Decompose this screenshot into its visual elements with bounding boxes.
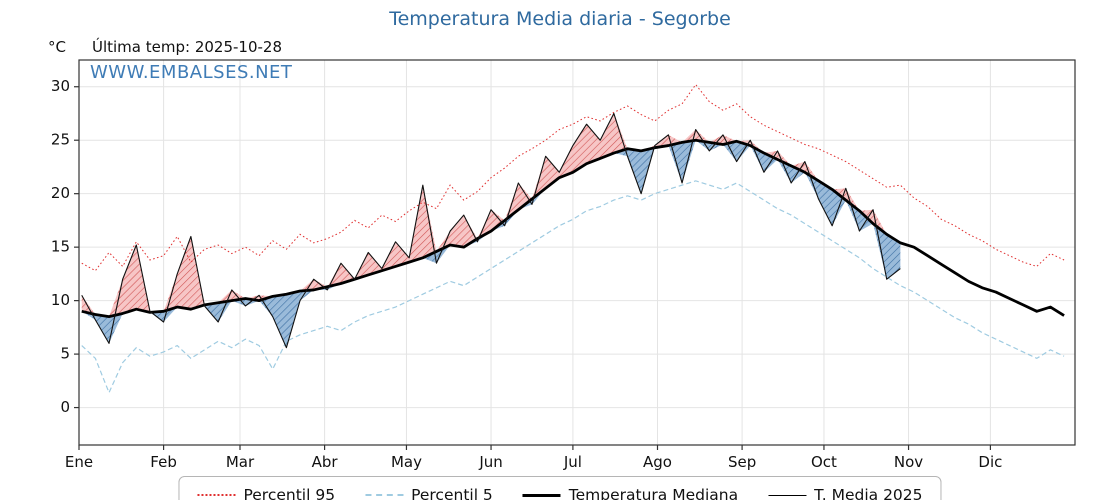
percentil95-line-sample xyxy=(197,494,236,496)
legend-item-percentil95: Percentil 95 xyxy=(197,486,335,500)
legend-label: Temperatura Mediana xyxy=(568,486,739,500)
last-temp-label: Última temp: 2025-10-28 xyxy=(91,38,282,56)
svg-text:30: 30 xyxy=(51,77,70,95)
svg-text:Abr: Abr xyxy=(312,453,339,471)
legend-item-tmedia2025: T. Media 2025 xyxy=(768,486,923,500)
legend-label: Percentil 5 xyxy=(411,486,493,500)
y-axis-unit-label: °C xyxy=(48,38,66,56)
chart-legend: Percentil 95 Percentil 5 Temperatura Med… xyxy=(178,476,942,500)
svg-text:5: 5 xyxy=(60,345,70,363)
svg-text:Ene: Ene xyxy=(65,453,93,471)
svg-text:0: 0 xyxy=(60,398,70,416)
svg-text:Oct: Oct xyxy=(811,453,837,471)
svg-text:Feb: Feb xyxy=(150,453,177,471)
svg-text:Ago: Ago xyxy=(643,453,672,471)
svg-text:Dic: Dic xyxy=(978,453,1002,471)
svg-text:Mar: Mar xyxy=(226,453,255,471)
tmedia2025-line-sample xyxy=(768,494,807,496)
svg-text:May: May xyxy=(391,453,422,471)
chart-title: Temperatura Media diaria - Segorbe xyxy=(389,8,731,30)
svg-text:10: 10 xyxy=(51,291,70,309)
svg-text:Sep: Sep xyxy=(728,453,756,471)
legend-label: T. Media 2025 xyxy=(814,486,923,500)
chart-subheader: °C Última temp: 2025-10-28 xyxy=(48,38,282,56)
mediana-line-sample xyxy=(522,493,561,497)
svg-text:Nov: Nov xyxy=(894,453,923,471)
svg-text:Jun: Jun xyxy=(478,453,502,471)
watermark-text: WWW.EMBALSES.NET xyxy=(90,62,293,83)
chart-canvas: 0 5 10 15 20 25 30 Ene Feb Mar Abr May Jun Jul Ago Sep O… xyxy=(51,59,1076,471)
percentil5-line-sample xyxy=(365,494,404,496)
svg-text:15: 15 xyxy=(51,238,70,256)
svg-text:20: 20 xyxy=(51,184,70,202)
legend-item-percentil5: Percentil 5 xyxy=(365,486,493,500)
legend-label: Percentil 95 xyxy=(243,486,336,500)
legend-item-mediana: Temperatura Mediana xyxy=(522,486,739,500)
svg-text:25: 25 xyxy=(51,131,70,149)
svg-text:Jul: Jul xyxy=(563,453,582,471)
